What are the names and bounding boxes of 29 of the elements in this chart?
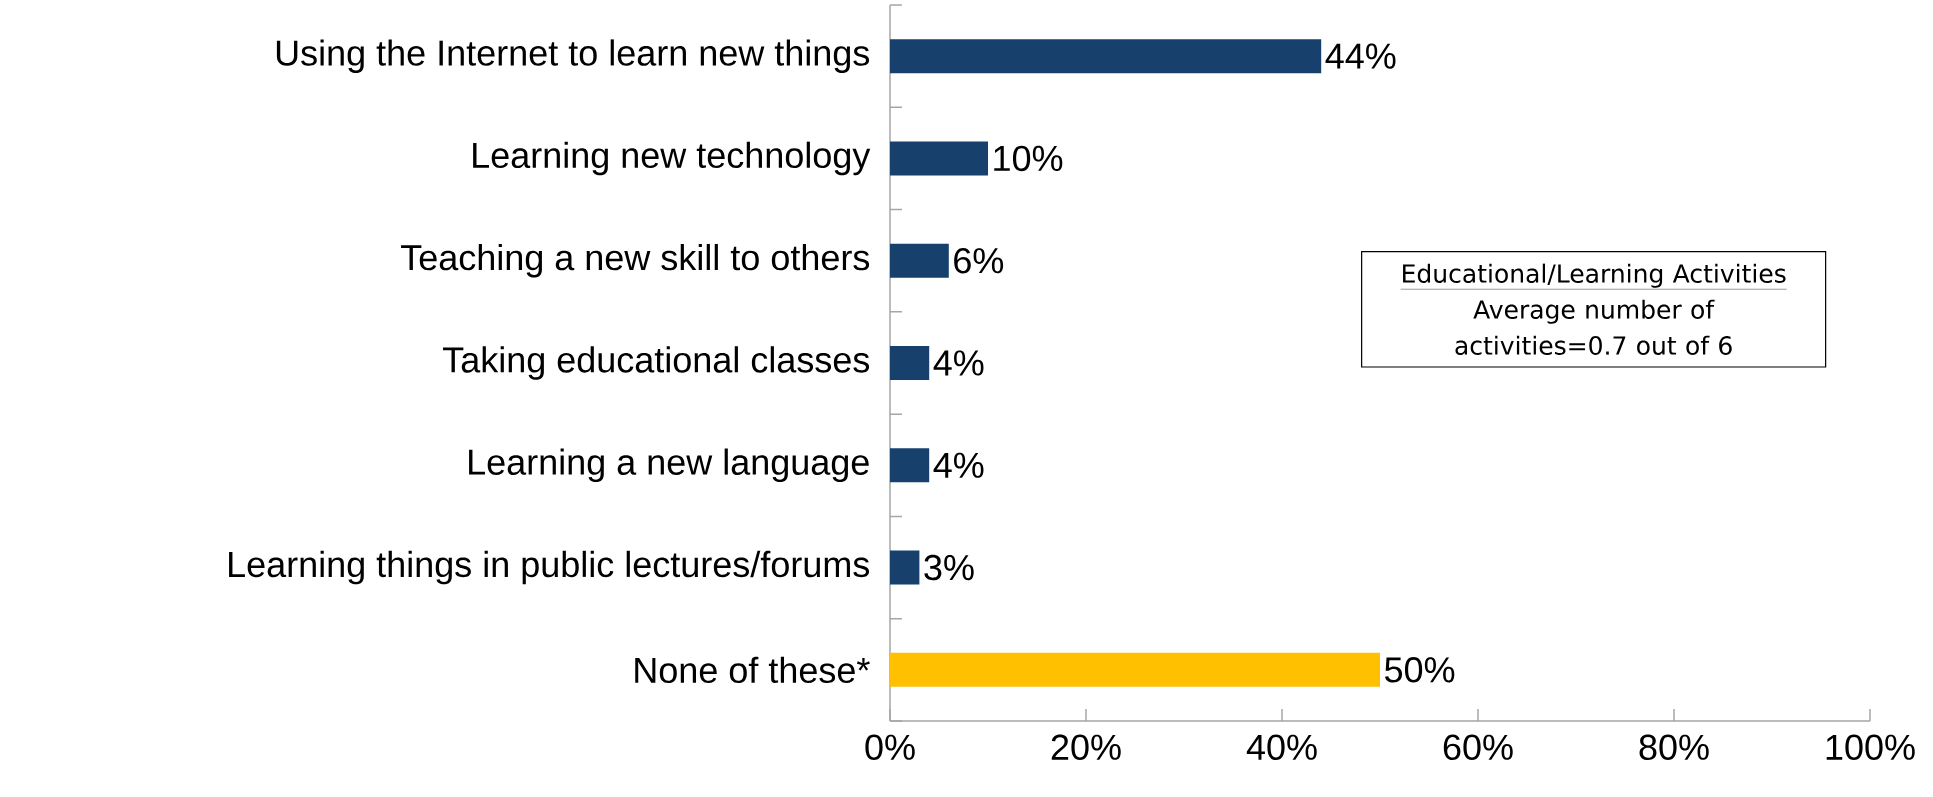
x-tick-label: 80% [1639, 734, 1709, 761]
data-label: 44% [1325, 43, 1396, 69]
bar [890, 39, 1322, 74]
bar [890, 652, 1380, 687]
x-tick-label: 40% [1246, 734, 1317, 761]
y-tick-label: Teaching a new skill to others [401, 243, 870, 278]
bar [890, 141, 988, 176]
annotation: Average number of activities=0.7 out of 6 [1455, 299, 1732, 355]
y-tick-label: Taking educational classes [443, 346, 870, 380]
y-tick-label: None of these* [635, 656, 870, 684]
x-tick-label: 100% [1826, 734, 1915, 761]
bar [890, 243, 949, 278]
data-label: 4% [933, 350, 984, 376]
y-tick-label: Using the Internet to learn new things [276, 39, 870, 73]
y-tick-label: Learning things in public lectures/forums [229, 550, 870, 585]
data-label: 4% [933, 452, 984, 478]
x-tick-label: 20% [1051, 734, 1121, 761]
data-label: 10% [994, 145, 1063, 172]
bar [890, 346, 930, 380]
annotation: Educational/Learning Activities [1403, 263, 1786, 288]
bar [890, 448, 930, 483]
data-label: 50% [1384, 657, 1455, 683]
data-label: 6% [954, 247, 1004, 274]
x-tick-label: 60% [1443, 734, 1513, 761]
y-tick-label: Learning new technology [473, 141, 871, 176]
x-tick-label: 0% [865, 734, 915, 761]
data-label: 3% [924, 554, 974, 581]
bar [890, 550, 920, 585]
y-tick-label: Learning a new language [469, 448, 869, 483]
